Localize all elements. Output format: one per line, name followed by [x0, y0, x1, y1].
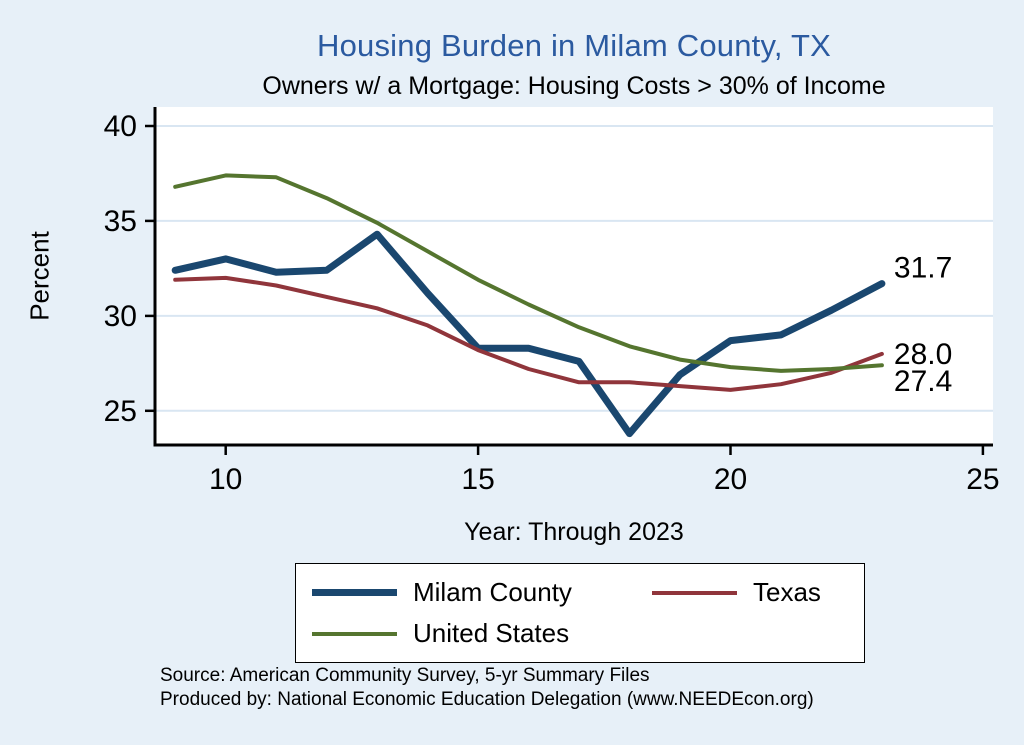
legend-item-texas: Texas	[652, 576, 864, 609]
legend-label-united-states: United States	[413, 618, 570, 648]
end-label-texas: 28.0	[894, 338, 952, 371]
chart-title: Housing Burden in Milam County, TX	[317, 28, 831, 63]
series-line-united-states	[173, 173, 884, 373]
y-tick-label: 25	[104, 395, 137, 428]
y-tick-label: 35	[104, 205, 137, 238]
plot-background	[155, 107, 993, 445]
legend-swatch-milam-county	[312, 589, 397, 596]
legend: Milam County Texas United States	[295, 563, 865, 663]
x-tick-label: 20	[714, 463, 747, 496]
legend-label-milam-county: Milam County	[413, 577, 572, 607]
legend-swatch-united-states	[312, 631, 397, 636]
x-tick-label: 15	[461, 463, 494, 496]
end-label-united-states: 27.4	[894, 365, 952, 398]
series-line-texas	[173, 275, 884, 392]
source-line-1: Source: American Community Survey, 5-yr …	[160, 665, 650, 686]
series-line-milam-county	[171, 230, 886, 438]
x-tick-label: 10	[209, 463, 242, 496]
legend-label-texas: Texas	[753, 577, 821, 607]
legend-item-milam-county: Milam County	[312, 576, 652, 609]
x-axis-label: Year: Through 2023	[464, 518, 684, 546]
legend-swatch-texas	[652, 590, 737, 595]
plot-area: 25 30 35 40 10 15 20 25 31.7 28.027.4	[104, 107, 1000, 496]
end-label-milam-county: 31.7	[894, 252, 952, 285]
source-note: Source: American Community Survey, 5-yr …	[160, 664, 814, 713]
y-tick-label: 40	[104, 110, 137, 143]
x-tick-label: 25	[966, 463, 999, 496]
y-tick-label: 30	[104, 300, 137, 333]
source-line-2: Produced by: National Economic Education…	[160, 689, 814, 711]
legend-item-united-states: United States	[312, 617, 652, 650]
chart-subtitle: Owners w/ a Mortgage: Housing Costs > 30…	[262, 72, 886, 100]
